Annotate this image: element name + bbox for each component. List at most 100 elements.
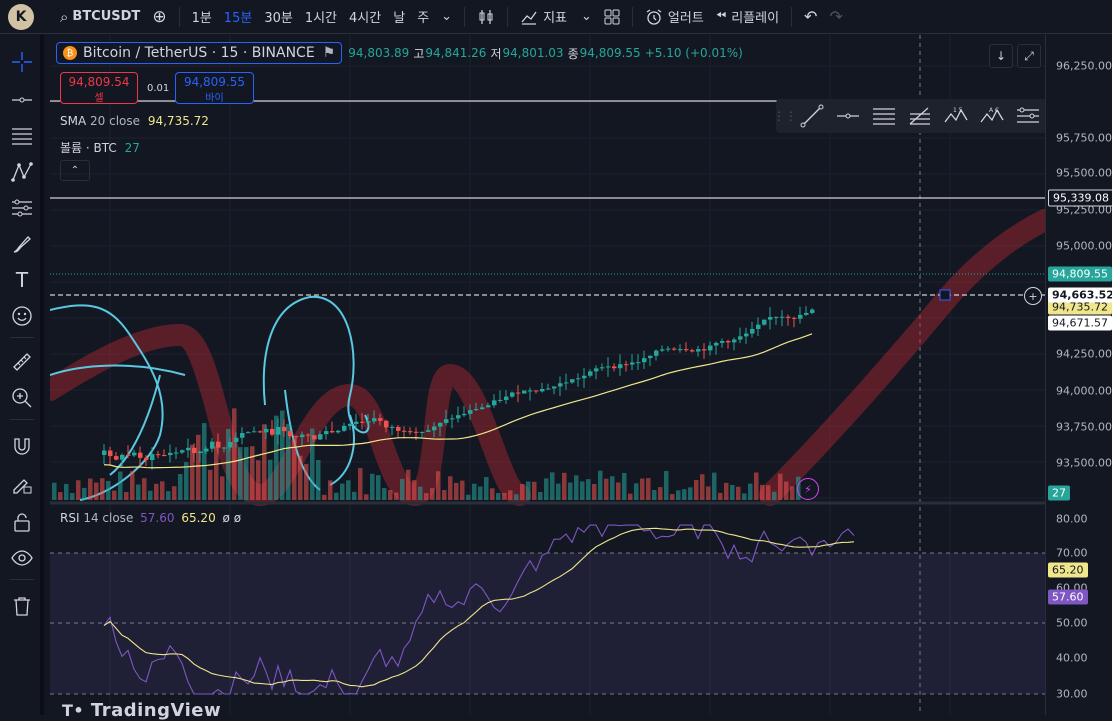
trend-line-button[interactable] <box>794 99 830 133</box>
volume-bar <box>250 446 255 500</box>
brush-tool[interactable] <box>8 231 36 257</box>
candle-body <box>462 413 467 416</box>
add-alert-button[interactable]: + <box>1024 287 1042 305</box>
magnet-tool[interactable] <box>8 433 36 459</box>
xabcd-pattern-button[interactable]: 1 5 <box>938 99 974 133</box>
smiley-icon <box>12 306 32 326</box>
candle-body <box>348 423 353 426</box>
drawing-toolbar: T <box>0 35 44 715</box>
fib-fan-button[interactable] <box>902 99 938 133</box>
compare-button[interactable]: ⊕ <box>146 0 172 34</box>
user-avatar[interactable]: K <box>8 3 34 30</box>
crosshair-tool[interactable] <box>8 49 36 75</box>
rsi-value: 57.60 <box>140 511 175 525</box>
indicators-button[interactable]: 지표 ⌄ <box>514 0 598 34</box>
volume-bar <box>124 491 129 500</box>
candle-body <box>138 452 143 458</box>
drag-handle-icon[interactable]: ⋮⋮ <box>773 109 797 123</box>
replay-button[interactable]: ⏪︎ 리플레이 <box>710 0 785 34</box>
candle-body <box>216 441 221 448</box>
volume-bar <box>310 428 315 500</box>
eye-icon <box>11 550 33 566</box>
symbol-title-box[interactable]: ₿ Bitcoin / TetherUS · 15 · BINANCE ⚑ <box>56 42 343 64</box>
text-tool[interactable]: T <box>8 267 36 293</box>
interval-1m[interactable]: 1분 <box>191 11 212 26</box>
price-tick: 94,000.00 <box>1056 384 1112 398</box>
scroll-down-button[interactable]: ↓ <box>989 44 1013 68</box>
interval-30m[interactable]: 30분 <box>264 11 293 26</box>
long-position-button[interactable] <box>1010 99 1046 133</box>
interval-dropdown[interactable]: ⌄ <box>435 0 458 34</box>
interval-4h[interactable]: 4시간 <box>349 11 382 26</box>
sell-button[interactable]: 94,809.54 셀 <box>60 72 138 104</box>
interval-15m[interactable]: 15분 <box>223 11 253 26</box>
fib-tool[interactable] <box>8 123 36 149</box>
lock-all-tool[interactable] <box>8 509 36 535</box>
candle-body <box>342 425 347 431</box>
chart-type-button[interactable] <box>471 0 501 34</box>
interval-week[interactable]: 주 <box>417 11 430 26</box>
volume-bar <box>364 494 369 500</box>
arrow-down-icon: ↓ <box>995 49 1007 63</box>
maximize-button[interactable]: ⤢ <box>1017 44 1041 68</box>
volume-bar <box>64 483 69 500</box>
rsi-tick: 50.00 <box>1056 616 1088 630</box>
volume-legend[interactable]: 볼륨 · BTC 27 <box>60 139 140 156</box>
interval-day[interactable]: 날 <box>393 11 406 26</box>
candle-body <box>432 426 437 431</box>
volume-bar <box>664 471 669 500</box>
tradingview-logo[interactable]: 𝗧• TradingView <box>62 700 221 721</box>
candle-body <box>492 400 497 406</box>
candle-body <box>156 454 161 456</box>
chart-pane[interactable] <box>39 35 1056 715</box>
price-axis[interactable]: 96,250.00 95,750.00 95,500.00 95,250.00 … <box>1045 35 1112 715</box>
top-toolbar: K ⌕ BTCUSDT ⊕ 1분 15분 30분 1시간 4시간 날 주 ⌄ 지… <box>0 0 1112 34</box>
volume-bar <box>550 472 555 500</box>
maximize-icon: ⤢ <box>1024 48 1034 63</box>
sma-legend[interactable]: SMA 20 close 94,735.72 <box>60 114 209 128</box>
emoji-tool[interactable] <box>8 303 36 329</box>
layouts-button[interactable] <box>598 0 626 34</box>
candle-body <box>264 428 269 433</box>
price-tick: 95,750.00 <box>1056 131 1112 145</box>
interval-1h[interactable]: 1시간 <box>304 11 338 26</box>
symbol-search[interactable]: ⌕ BTCUSDT <box>54 0 146 34</box>
toolbar-divider <box>791 6 793 27</box>
undo-button[interactable]: ↶ <box>798 0 823 34</box>
candle-body <box>672 348 677 350</box>
volume-bar <box>220 476 225 500</box>
candle-body <box>420 431 425 433</box>
candle-body <box>804 312 809 315</box>
delete-tool[interactable] <box>8 593 36 619</box>
horizontal-line-button[interactable] <box>830 99 866 133</box>
parallel-channel-button[interactable] <box>866 99 902 133</box>
prediction-tool[interactable] <box>8 195 36 221</box>
lightning-icon[interactable]: ⚡︎ <box>797 478 819 500</box>
rsi-legend[interactable]: RSI 14 close 57.60 65.20 ø ø <box>60 511 241 525</box>
toolbar-divider <box>631 6 633 27</box>
chart-canvas[interactable] <box>39 35 1056 715</box>
abc-pattern-button[interactable]: A C <box>974 99 1010 133</box>
buy-button[interactable]: 94,809.55 바이 <box>175 72 254 104</box>
volume-bar <box>280 410 285 500</box>
volume-bar <box>766 485 771 500</box>
measure-tool[interactable] <box>8 349 36 375</box>
candle-body <box>714 342 719 346</box>
candle-body <box>786 316 791 318</box>
sma-line <box>103 333 813 469</box>
zoom-tool[interactable] <box>8 385 36 411</box>
alerts-button[interactable]: 얼러트 <box>639 0 710 34</box>
candle-body <box>324 431 329 435</box>
lock-draw-tool[interactable] <box>8 471 36 497</box>
volume-bar <box>412 480 417 500</box>
sma-value: 94,735.72 <box>147 114 209 128</box>
volume-bar <box>754 472 759 500</box>
rsi-label: RSI <box>60 511 80 525</box>
redo-button[interactable]: ↷ <box>823 0 848 34</box>
collapse-legend-button[interactable]: ⌃ <box>60 160 90 181</box>
replay-label: 리플레이 <box>731 11 780 26</box>
pattern-tool[interactable] <box>8 159 36 185</box>
trend-line-tool[interactable] <box>8 87 36 113</box>
candle-body <box>114 456 119 460</box>
hide-tool[interactable] <box>8 545 36 571</box>
